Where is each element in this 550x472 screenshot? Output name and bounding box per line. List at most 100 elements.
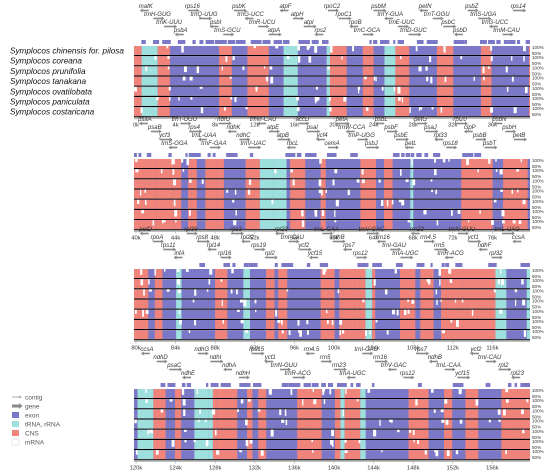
conserved-region bbox=[420, 269, 434, 278]
conserved-region bbox=[476, 159, 493, 168]
conserved-region bbox=[465, 409, 479, 419]
variable-site bbox=[330, 440, 333, 445]
variable-site bbox=[178, 97, 180, 101]
conserved-region bbox=[205, 179, 218, 189]
conserved-region bbox=[360, 419, 366, 429]
gene-arrow-head bbox=[404, 145, 408, 150]
gene-arrow-head bbox=[383, 8, 387, 13]
alignment-row: 100%50% bbox=[134, 319, 544, 331]
exon-block bbox=[311, 40, 319, 44]
gene-label: trnV-UAC bbox=[241, 141, 267, 147]
gene-arrow-head bbox=[305, 351, 309, 356]
gene-arrow-head bbox=[463, 129, 467, 134]
exon-block bbox=[186, 383, 192, 387]
variable-site bbox=[240, 320, 244, 324]
conserved-region bbox=[290, 199, 306, 209]
exon-block bbox=[416, 153, 422, 157]
conserved-region bbox=[224, 429, 238, 439]
species-label: Symplocos paniculata bbox=[10, 98, 90, 107]
conserved-region bbox=[516, 199, 528, 209]
conserved-region bbox=[501, 389, 518, 398]
conserved-region bbox=[245, 189, 260, 199]
conserved-region bbox=[154, 299, 163, 309]
conserved-region bbox=[383, 220, 393, 230]
gene-label: rps12 bbox=[353, 251, 369, 257]
gene-arrow-head bbox=[342, 239, 346, 244]
identity-label-bottom: 50% bbox=[532, 284, 541, 289]
gene-arrow-head bbox=[286, 145, 290, 150]
gene-arrow-head bbox=[467, 375, 471, 380]
variable-site bbox=[306, 320, 309, 325]
conserved-region bbox=[360, 389, 366, 398]
conserved-region bbox=[247, 66, 263, 76]
identity-label-top: 100% bbox=[532, 319, 544, 324]
conserved-region bbox=[447, 279, 463, 289]
gene-arrow-head bbox=[182, 375, 185, 380]
variable-site bbox=[181, 389, 185, 395]
conserved-region bbox=[245, 220, 260, 230]
conserved-region bbox=[360, 440, 366, 449]
conserved-region bbox=[173, 179, 182, 189]
variable-site bbox=[235, 289, 238, 295]
variable-site bbox=[434, 450, 437, 453]
x-tick-label: 112k bbox=[447, 345, 459, 351]
variable-site bbox=[268, 389, 272, 395]
exon-block bbox=[250, 40, 262, 44]
conserved-region bbox=[447, 330, 463, 340]
species-label-list: Symplocos chinensis for. pilosaSymplocos… bbox=[10, 47, 124, 117]
gene-arrow-head bbox=[483, 137, 487, 142]
exon-block bbox=[273, 40, 283, 44]
variable-site bbox=[326, 320, 329, 324]
conserved-region bbox=[191, 199, 197, 209]
conserved-region bbox=[408, 440, 425, 449]
gene-arrow-head bbox=[488, 16, 492, 21]
identity-row-base bbox=[134, 169, 530, 179]
variable-site bbox=[134, 86, 137, 92]
conserved-region bbox=[408, 389, 425, 398]
conserved-region bbox=[290, 159, 306, 168]
variable-site bbox=[189, 179, 192, 183]
conserved-region bbox=[339, 330, 343, 340]
identity-label-bottom: 50% bbox=[532, 455, 541, 460]
conserved-region bbox=[175, 429, 182, 439]
conserved-region bbox=[310, 409, 322, 419]
conserved-region bbox=[462, 330, 467, 340]
conserved-region bbox=[153, 399, 166, 409]
variable-site bbox=[398, 97, 401, 101]
conserved-region bbox=[194, 399, 209, 409]
exon-block bbox=[357, 263, 369, 267]
alignment-row: 100%50% bbox=[134, 299, 544, 310]
gene-label: rps4 bbox=[188, 125, 200, 131]
gene-label: ccsA bbox=[512, 235, 525, 241]
variable-site bbox=[389, 419, 392, 423]
variable-site bbox=[412, 179, 416, 186]
gene-arrow-head bbox=[296, 239, 300, 244]
conserved-region bbox=[461, 179, 477, 189]
conserved-region bbox=[340, 389, 345, 398]
identity-label-top: 100% bbox=[532, 158, 544, 163]
conserved-region bbox=[137, 389, 154, 398]
conserved-region bbox=[157, 86, 170, 96]
x-tick-label: 72k bbox=[448, 235, 457, 241]
conserved-region bbox=[191, 169, 197, 179]
variable-site bbox=[182, 399, 186, 406]
conserved-region bbox=[340, 419, 345, 429]
gene-label: matK bbox=[139, 4, 154, 10]
gene-arrow-head bbox=[488, 24, 492, 29]
gene-label: rpl16 bbox=[218, 251, 232, 257]
exon-block bbox=[274, 263, 278, 267]
gene-label: ndhB bbox=[428, 355, 442, 361]
conserved-region bbox=[194, 440, 209, 449]
gene-label: trnN-GUU bbox=[449, 227, 476, 233]
conserved-region bbox=[175, 450, 182, 460]
variable-site bbox=[249, 440, 253, 444]
gene-label: psbI bbox=[209, 20, 222, 26]
identity-label-top: 100% bbox=[532, 388, 544, 393]
variable-site bbox=[194, 289, 197, 296]
conserved-region bbox=[259, 179, 274, 189]
conserved-region bbox=[243, 320, 250, 329]
conserved-region bbox=[273, 189, 287, 199]
variable-site bbox=[186, 159, 190, 166]
conserved-region bbox=[216, 440, 225, 449]
gene-arrow-head bbox=[375, 121, 379, 126]
